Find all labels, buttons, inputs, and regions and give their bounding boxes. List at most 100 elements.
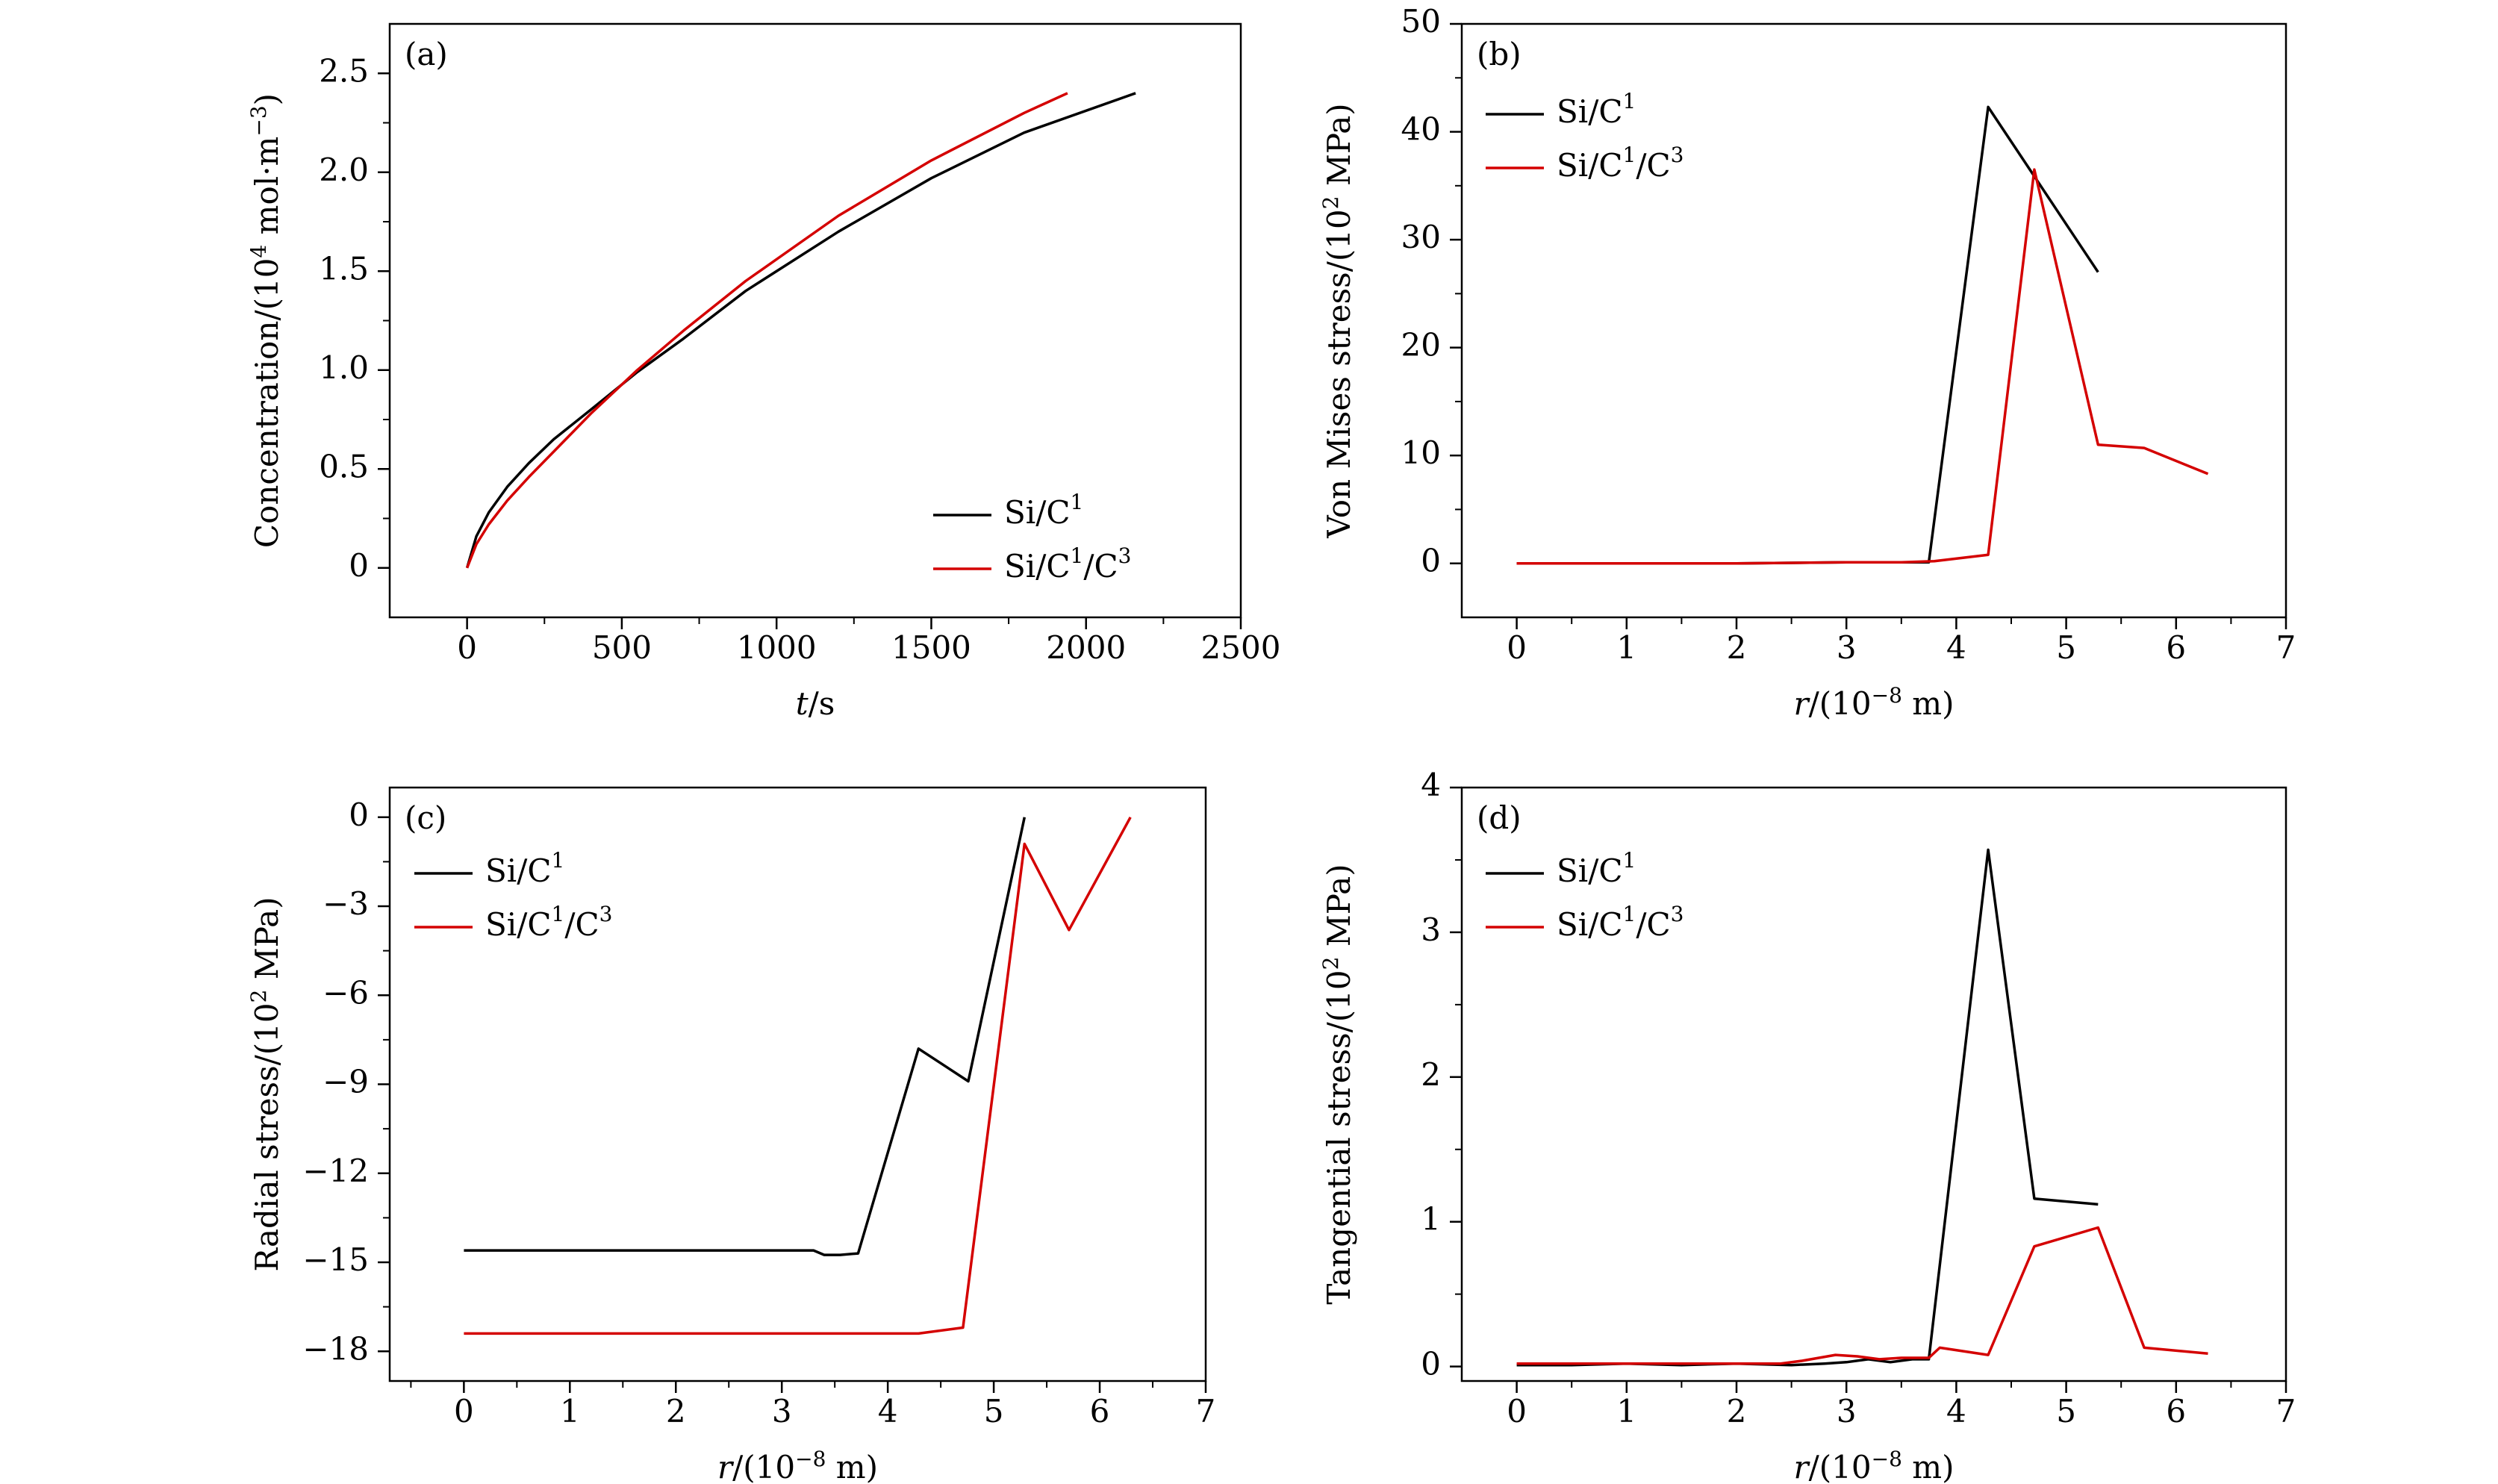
x-tick-label: 3 xyxy=(772,1393,792,1430)
legend-label-1: Si/C1 xyxy=(1557,848,1636,890)
x-axis-label-var: r xyxy=(1794,1449,1811,1484)
y-axis-label-text: Von Mises stress/(10 xyxy=(1321,209,1357,538)
x-tick-label: 500 xyxy=(592,629,652,666)
x-tick-label: 0 xyxy=(454,1393,474,1430)
panel-label: (a) xyxy=(405,36,448,72)
x-tick-label: 3 xyxy=(1837,1393,1857,1430)
y-tick-label: −12 xyxy=(302,1153,369,1189)
series-line-2 xyxy=(1516,1226,2208,1365)
y-axis-label-exp: 2 xyxy=(1318,196,1343,209)
legend-label-1: Si/C1 xyxy=(1004,490,1083,531)
y-axis-label-exp: 4 xyxy=(246,245,271,258)
x-tick-label: 2 xyxy=(666,1393,686,1430)
y-tick-label: 20 xyxy=(1401,327,1441,364)
series-line-2 xyxy=(464,816,1132,1335)
legend-sup: 1 xyxy=(552,902,565,926)
x-axis-label: t/s xyxy=(796,685,835,722)
x-axis-label-unit: m) xyxy=(1902,1449,1955,1484)
legend-sup: 1 xyxy=(1071,543,1084,568)
x-axis-label-var: t xyxy=(796,685,809,722)
x-axis-label: r/(10−8 m) xyxy=(1794,1447,1955,1484)
y-axis-label-exp: −3 xyxy=(246,105,271,136)
legend-sup: 1 xyxy=(552,848,565,873)
series-group xyxy=(1516,105,2209,565)
y-tick-label: 0 xyxy=(1421,543,1441,579)
legend-sup: 1 xyxy=(1071,490,1084,514)
x-tick-label: 6 xyxy=(1090,1393,1110,1430)
x-tick-label: 2 xyxy=(1727,629,1747,666)
legend: Si/C1 Si/C1/C3 xyxy=(1486,89,1683,184)
y-tick-label: 30 xyxy=(1401,219,1441,255)
x-axis-label-exp: −8 xyxy=(1872,1447,1902,1471)
x-tick-label: 1 xyxy=(1616,629,1636,666)
y-tick-label: 4 xyxy=(1421,767,1441,803)
x-tick-label: 5 xyxy=(2056,629,2076,666)
y-tick-label: 1.0 xyxy=(319,349,369,386)
plot-frame xyxy=(1460,22,2287,619)
x-tick-label: 0 xyxy=(1507,1393,1527,1430)
y-axis-label-unit: MPa) xyxy=(1321,864,1357,956)
y-axis-label-unit: MPa) xyxy=(249,897,285,989)
y-axis-label-unit: ) xyxy=(249,93,285,105)
x-axis-label-unit: /(10 xyxy=(1809,1449,1872,1484)
x-tick-label: 2500 xyxy=(1201,629,1281,666)
legend-text: Si/C xyxy=(1557,93,1623,130)
y-tick-label: 0 xyxy=(1421,1346,1441,1382)
x-tick-label: 7 xyxy=(1196,1393,1216,1430)
plot-frame xyxy=(388,22,1242,619)
x-tick-label: 7 xyxy=(2276,1393,2296,1430)
x-tick-label: 2 xyxy=(1727,1393,1747,1430)
series-group xyxy=(465,92,1136,569)
legend-text: Si/C xyxy=(1557,906,1623,943)
legend-label-2: Si/C1/C3 xyxy=(1004,543,1131,585)
x-axis-label-unit: /(10 xyxy=(1809,685,1872,722)
x-tick-label: 4 xyxy=(1946,1393,1966,1430)
legend-sup: 3 xyxy=(599,902,613,926)
series-line-1 xyxy=(464,817,1027,1256)
y-axis-label-text: Radial stress/(10 xyxy=(249,1003,285,1271)
y-axis-label: Radial stress/(102 MPa) xyxy=(246,897,285,1271)
x-tick-label: 2000 xyxy=(1046,629,1126,666)
x-axis-label-unit: /s xyxy=(809,685,835,722)
y-axis-label-text: Concentration/(10 xyxy=(249,258,285,549)
x-tick-label: 5 xyxy=(984,1393,1004,1430)
legend-label-2: Si/C1/C3 xyxy=(1557,143,1683,184)
y-axis-label: Concentration/(104 mol·m−3) xyxy=(246,93,285,548)
legend-text: Si/C xyxy=(1557,147,1623,184)
panel-label: (b) xyxy=(1477,36,1521,72)
x-tick-label: 0 xyxy=(1507,629,1527,666)
y-tick-label: −3 xyxy=(323,885,369,922)
y-axis-label-text: Tangential stress/(10 xyxy=(1321,970,1357,1304)
x-tick-label: 6 xyxy=(2166,1393,2186,1430)
chart-panel-d: 0 1 2 3 4 5 6 7 0 1 2 3 4 r/(10−8 m) Tangential stress… xyxy=(1318,767,2296,1484)
y-tick-label: −6 xyxy=(323,974,369,1011)
y-tick-label: 2.5 xyxy=(319,52,369,89)
legend-text: Si/C xyxy=(1004,494,1071,531)
x-axis-label-unit: /(10 xyxy=(732,1449,795,1484)
y-axis-label-exp: 2 xyxy=(246,990,271,1003)
legend-sup: 3 xyxy=(1671,143,1684,167)
y-axis-label-unit: MPa) xyxy=(1321,103,1357,196)
y-tick-label: 2 xyxy=(1421,1056,1441,1093)
legend-label-1: Si/C1 xyxy=(1557,89,1636,131)
x-axis-label-unit: m) xyxy=(1902,685,1955,722)
legend-text: /C xyxy=(1636,147,1670,184)
legend-sup: 1 xyxy=(1623,848,1636,873)
legend-label-2: Si/C1/C3 xyxy=(1557,902,1683,944)
y-tick-label: 40 xyxy=(1401,111,1441,148)
plot-frame xyxy=(1460,786,2287,1382)
y-axis-label-exp: 2 xyxy=(1318,957,1343,970)
legend-text: /C xyxy=(564,906,599,943)
legend-text: Si/C xyxy=(485,852,552,889)
legend-text: Si/C xyxy=(1557,852,1623,889)
chart-panel-b: 0 1 2 3 4 5 6 7 0 10 20 30 40 50 r/(10−8 m) Von Mises s… xyxy=(1318,3,2296,722)
legend-sup: 1 xyxy=(1623,902,1636,926)
x-tick-label: 1000 xyxy=(737,629,817,666)
legend-text: Si/C xyxy=(1004,548,1071,584)
x-axis-label-var: r xyxy=(1794,685,1811,722)
y-tick-label: −18 xyxy=(302,1330,369,1367)
